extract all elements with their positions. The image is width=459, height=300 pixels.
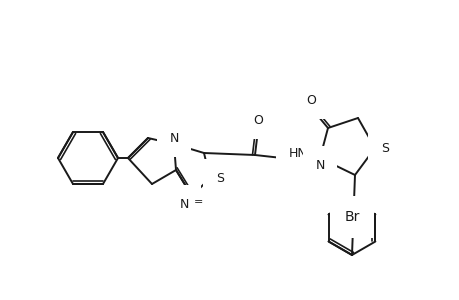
- Text: N: N: [179, 197, 188, 211]
- Text: S: S: [216, 172, 224, 184]
- Text: Br: Br: [344, 210, 359, 224]
- Text: N: N: [314, 158, 324, 172]
- Text: N: N: [169, 131, 178, 145]
- Text: =: =: [194, 197, 203, 207]
- Text: HN: HN: [288, 146, 307, 160]
- Text: O: O: [305, 94, 315, 106]
- Text: S: S: [380, 142, 388, 154]
- Text: O: O: [252, 113, 263, 127]
